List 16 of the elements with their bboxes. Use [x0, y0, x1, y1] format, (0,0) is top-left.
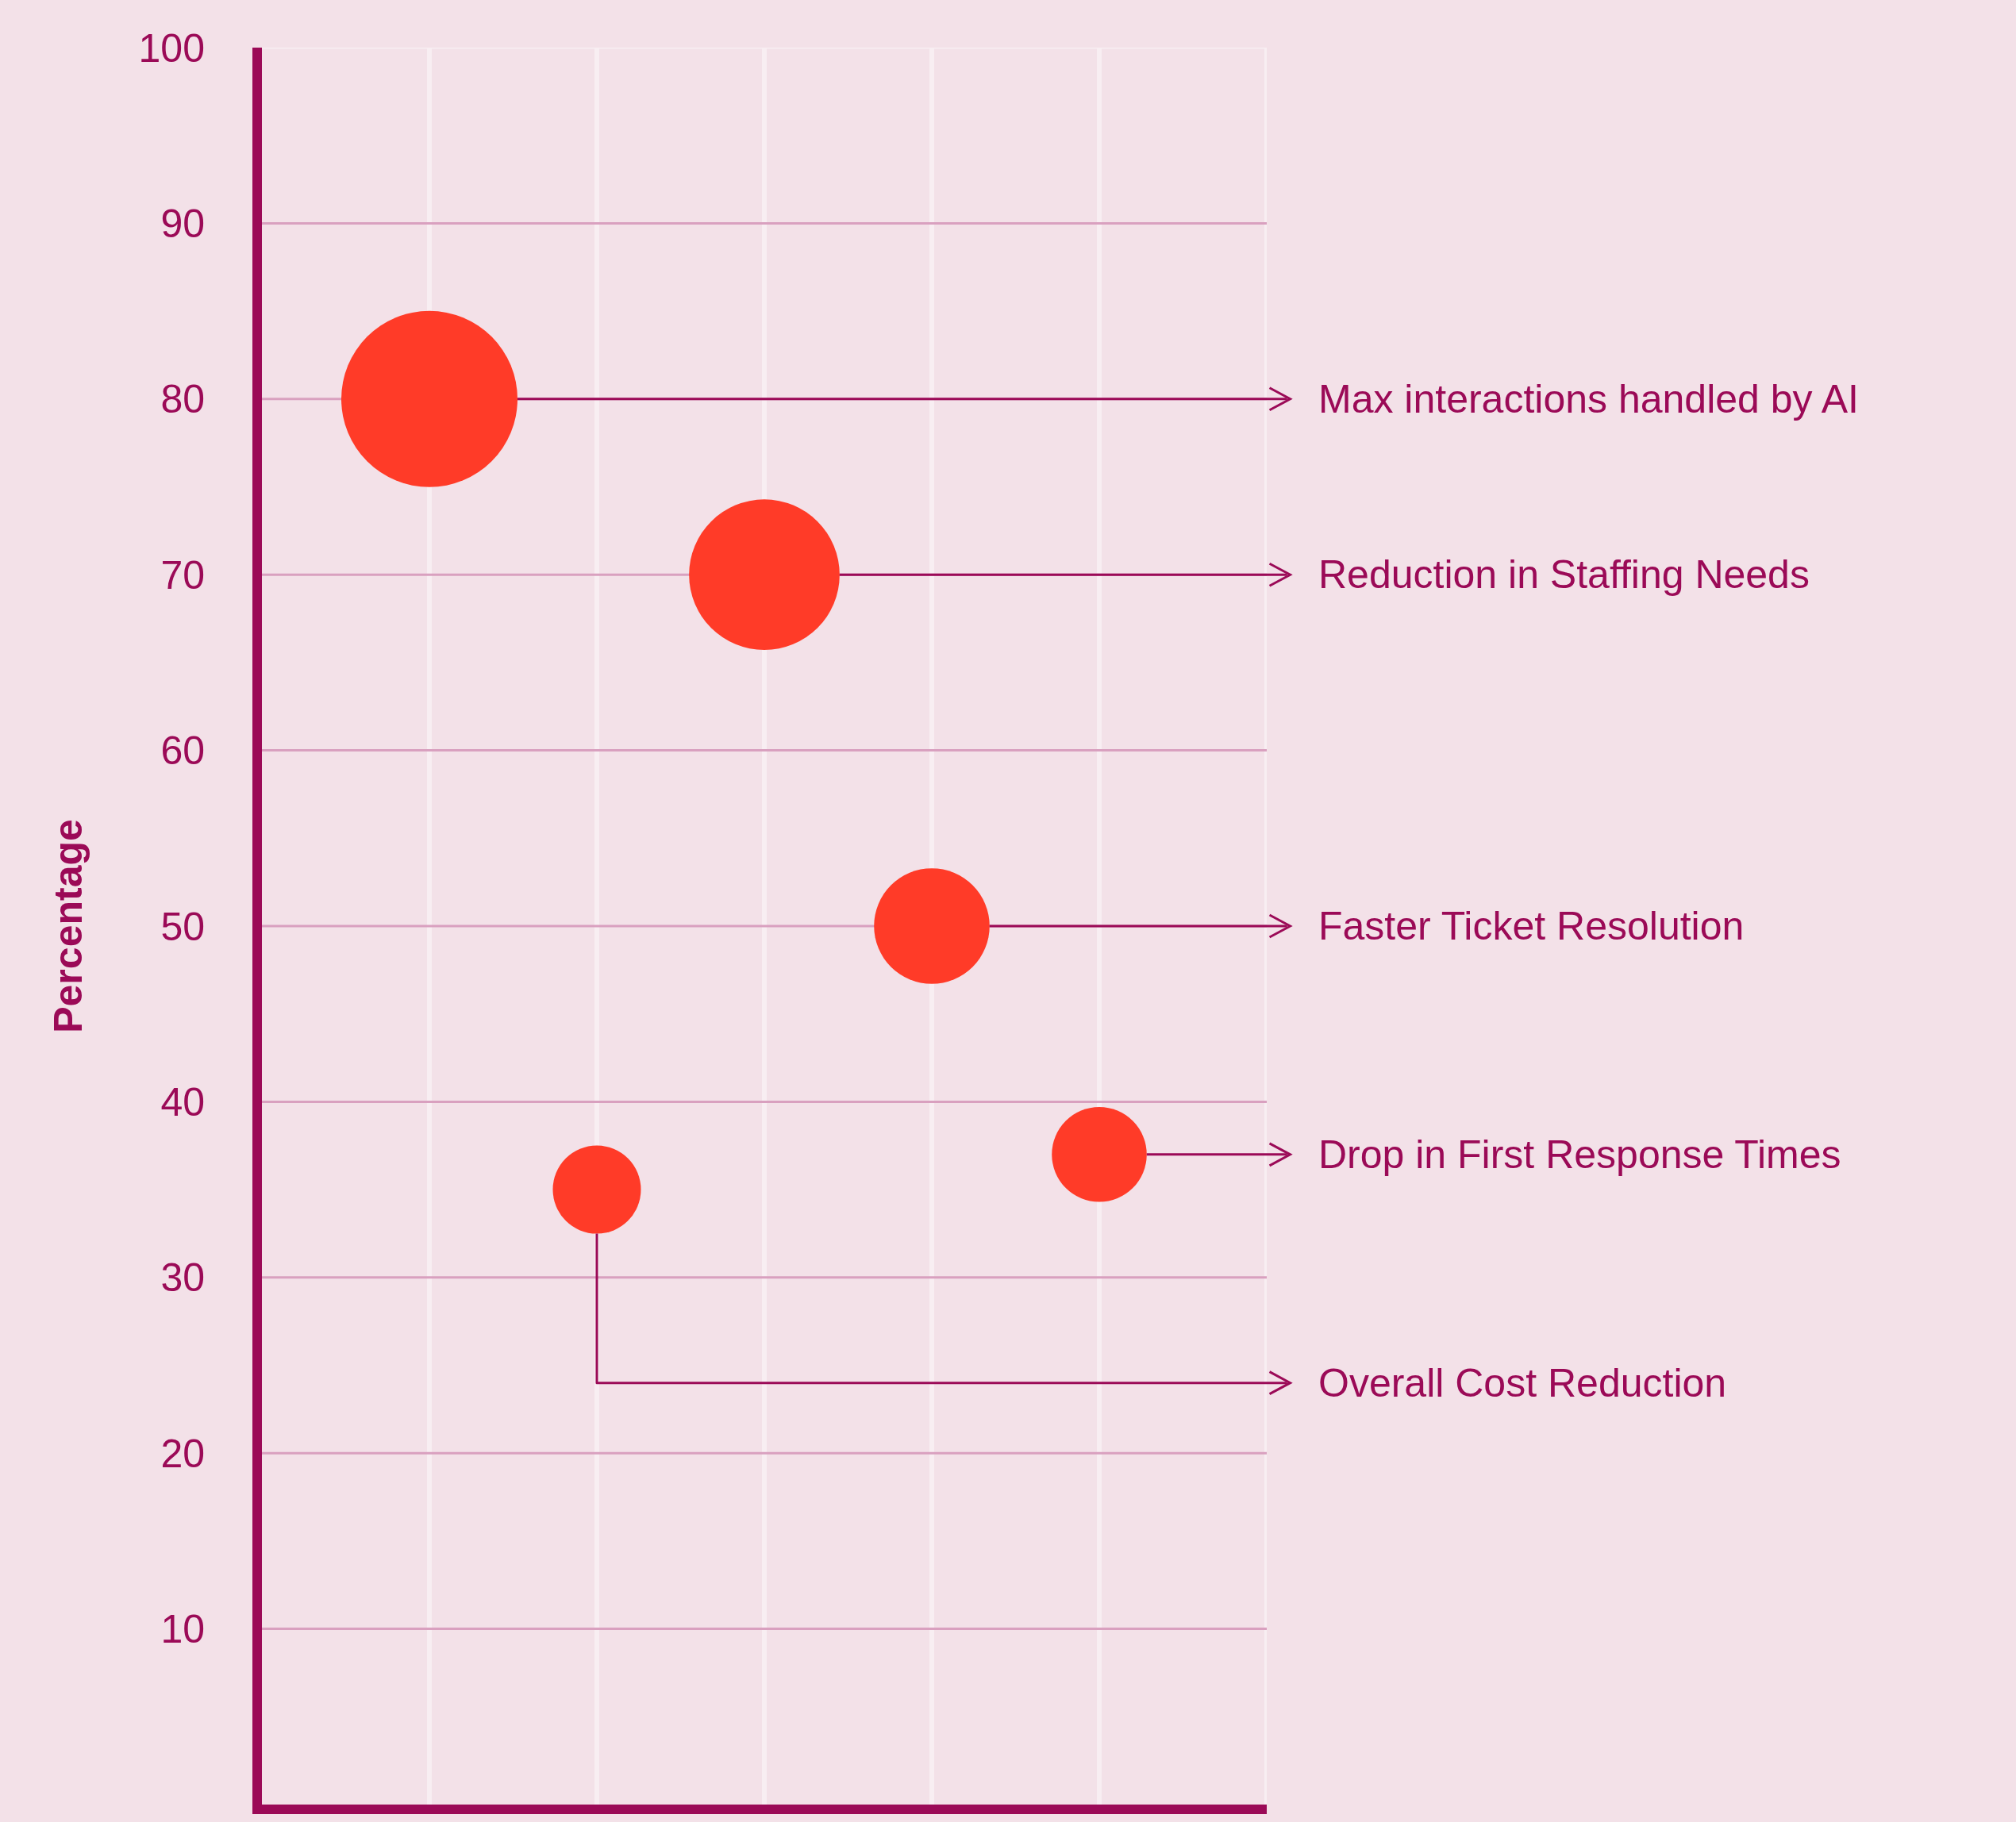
y-axis-title: Percentage: [46, 819, 91, 1033]
y-tick-label: 10: [160, 1607, 205, 1652]
y-tick-label: 30: [160, 1255, 205, 1301]
y-tick-label: 90: [160, 201, 205, 246]
y-tick-label: 40: [160, 1079, 205, 1124]
y-tick-label: 50: [160, 904, 205, 949]
y-tick-label: 70: [160, 552, 205, 598]
text: Overall Cost Reduction: [1318, 1361, 1727, 1405]
y-tick-label: 100: [138, 25, 205, 71]
text: Max interactions handled by AI: [1318, 377, 1859, 421]
text: Faster Ticket Resolution: [1318, 904, 1745, 948]
text: Drop in First Response Times: [1318, 1132, 1841, 1177]
y-tick-label: 60: [160, 728, 205, 774]
y-tick-label: 80: [160, 377, 205, 422]
y-tick-label: 20: [160, 1431, 205, 1476]
text: Reduction in Staffing Needs: [1318, 552, 1810, 597]
